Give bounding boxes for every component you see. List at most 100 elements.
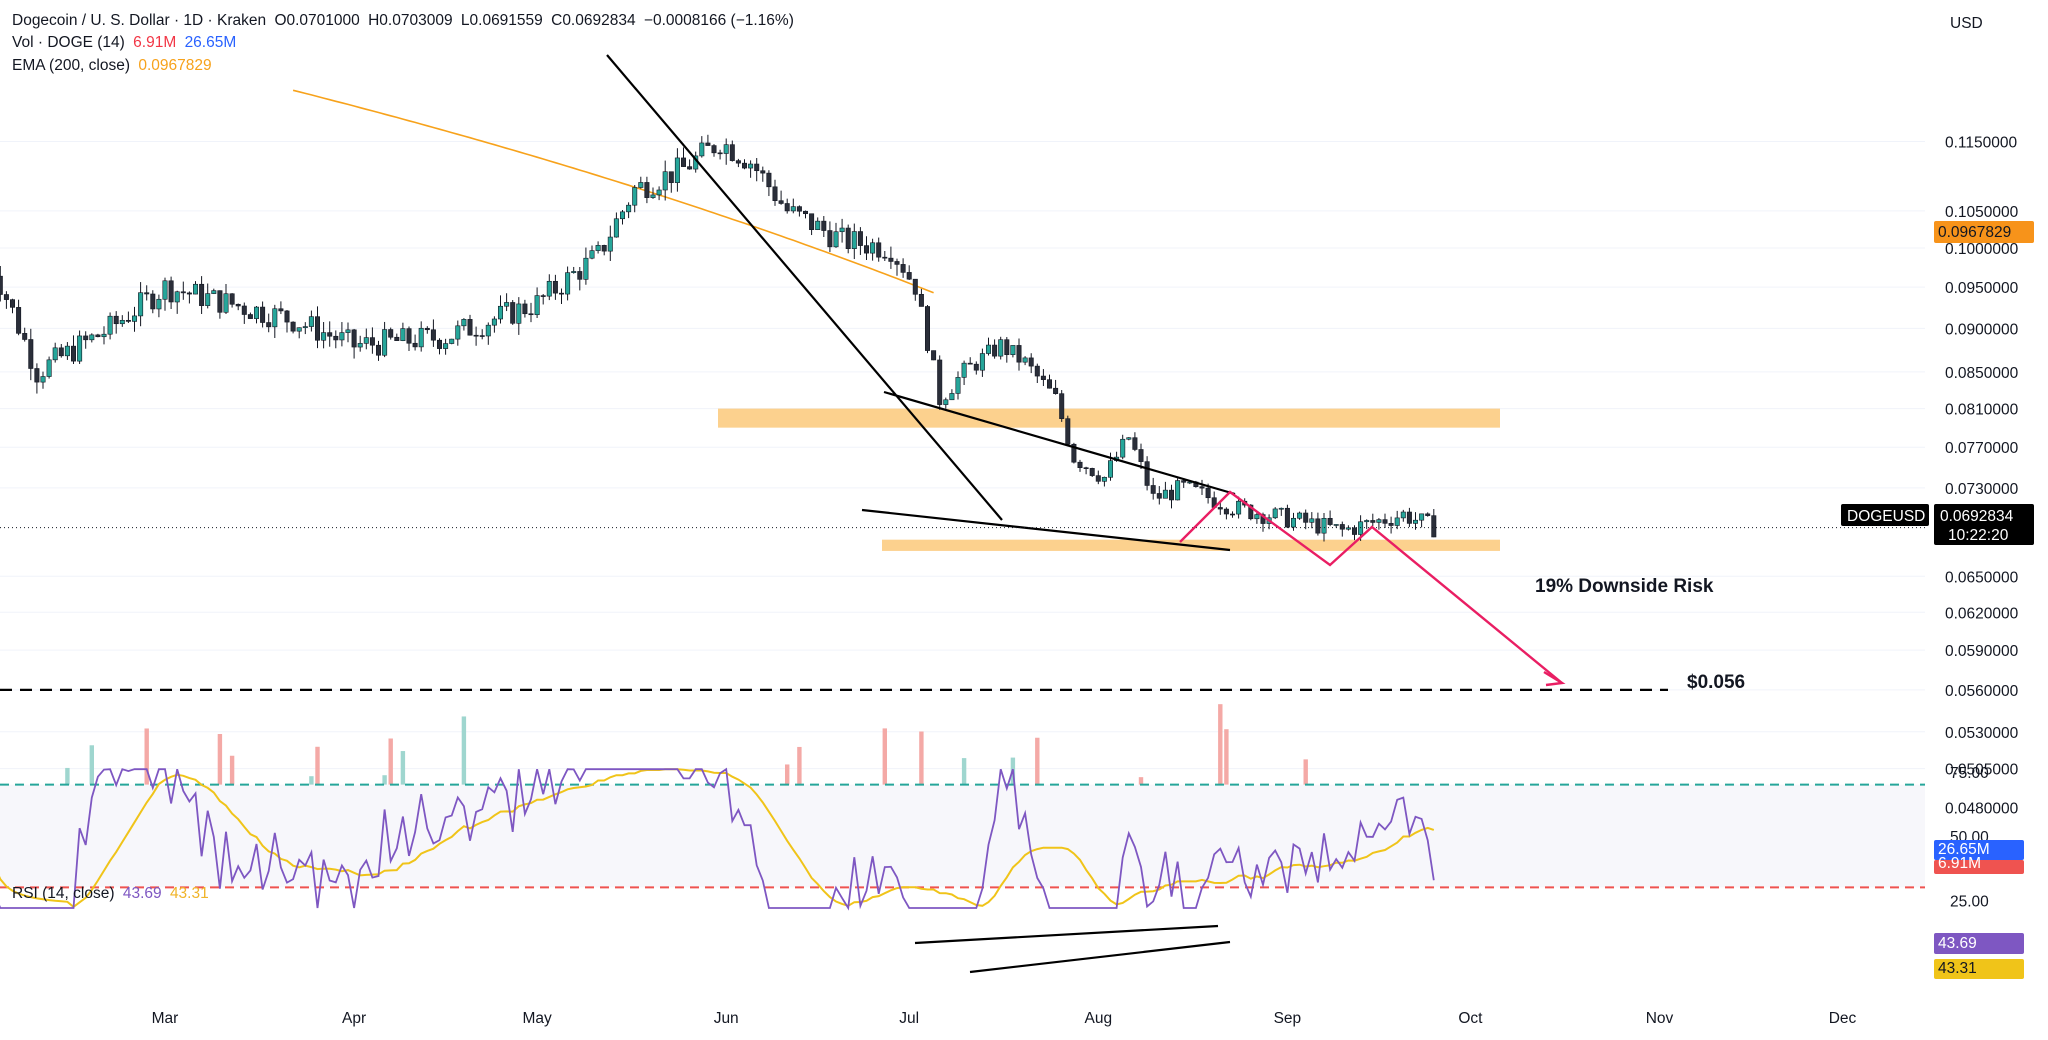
candle-body	[1169, 489, 1175, 501]
trend-lines	[0, 54, 1925, 974]
candle	[0, 266, 3, 302]
candle	[388, 327, 394, 340]
candle	[1095, 470, 1101, 485]
candle-body	[1230, 513, 1236, 516]
ema-price-badge-bg	[1934, 221, 2034, 243]
currency-label[interactable]: USD	[1950, 15, 1983, 32]
candle	[193, 281, 199, 295]
ema-line	[292, 89, 934, 294]
candle	[595, 241, 601, 254]
rsi-legend[interactable]: RSI (14, close) 43.69 43.31	[12, 883, 213, 905]
candle	[656, 186, 662, 201]
ema-200-line	[292, 89, 934, 294]
candle-body	[467, 319, 473, 336]
candle	[1047, 374, 1053, 389]
candle	[845, 224, 851, 254]
candle	[314, 306, 320, 349]
candle	[638, 176, 644, 189]
candle	[906, 265, 912, 280]
candle	[815, 217, 821, 231]
candle	[1388, 516, 1394, 534]
rsi-tick-label: 25.00	[1950, 893, 1989, 910]
candle-body	[247, 314, 253, 319]
candle-body	[461, 319, 467, 327]
candle-body	[119, 319, 125, 325]
volume-badge: 6.91M	[1934, 855, 2024, 874]
candle	[1065, 415, 1071, 447]
volume-legend[interactable]: Vol · DOGE (14) 6.91M 26.65M	[12, 32, 240, 54]
month-label: Mar	[152, 1010, 179, 1027]
candle-body	[125, 319, 131, 322]
candle	[504, 293, 510, 312]
candle-body	[314, 316, 320, 341]
candle	[821, 216, 827, 238]
candle	[64, 342, 70, 360]
candle	[790, 198, 796, 214]
candle-body	[345, 329, 351, 333]
candle-body	[132, 315, 138, 322]
candle-body	[1144, 461, 1150, 486]
candle	[351, 328, 357, 359]
candle-body	[650, 194, 656, 198]
candle-body	[28, 339, 34, 369]
candle	[973, 361, 979, 375]
month-label: Apr	[342, 1010, 366, 1027]
candle-body	[1284, 507, 1290, 528]
candle-body	[254, 306, 260, 319]
candle	[1034, 363, 1040, 384]
candle	[802, 210, 808, 219]
candle	[443, 338, 449, 355]
price-tick-label: 0.1050000	[1945, 204, 2019, 221]
candle-body	[668, 171, 674, 183]
candle-body	[46, 359, 52, 377]
candle-body	[1406, 511, 1412, 524]
candle-body	[674, 157, 680, 183]
candle-body	[967, 362, 973, 365]
candle	[119, 315, 125, 327]
candle	[1376, 518, 1382, 530]
candle-body	[186, 292, 192, 295]
candle	[150, 290, 156, 314]
candle	[955, 371, 961, 400]
price-tick-label: 0.1150000	[1945, 135, 2017, 152]
candle	[772, 179, 778, 206]
candle	[321, 322, 327, 349]
candle	[327, 321, 333, 347]
candle-body	[839, 227, 845, 233]
candle-body	[180, 291, 186, 294]
symbol-legend[interactable]: Dogecoin / U. S. Dollar · 1D · Kraken O0…	[12, 10, 798, 32]
candle	[199, 276, 205, 314]
candle-body	[1321, 518, 1327, 534]
candle-body	[278, 308, 284, 312]
symbol-badge-bg	[1841, 504, 1929, 526]
candle	[870, 238, 876, 261]
candle-body	[296, 327, 302, 332]
rsi-ma-badge-bg	[1934, 959, 2024, 979]
candle-body	[778, 200, 784, 204]
candle	[534, 287, 540, 319]
candle-body	[394, 336, 400, 341]
candle-body	[1425, 513, 1431, 516]
candle	[339, 322, 345, 347]
ema-legend[interactable]: EMA (200, close) 0.0967829	[12, 55, 216, 77]
price-axis: 0.1150000 0.1050000 0.1000000 0.0950000 0.09…	[1945, 135, 2019, 911]
candle-body	[1053, 387, 1059, 394]
candle-body	[10, 299, 16, 308]
candle	[1150, 477, 1156, 500]
candle	[156, 294, 162, 318]
candle	[223, 284, 229, 315]
candle-body	[52, 347, 58, 361]
candle	[369, 327, 375, 354]
candle	[247, 312, 253, 319]
resistance-zone	[718, 408, 1500, 428]
rsi-badge-text: 43.69	[1938, 935, 1977, 952]
price-tick-label: 0.0480000	[1945, 800, 2019, 817]
candle-body	[1132, 437, 1138, 450]
candle	[1333, 524, 1339, 528]
candle-body	[290, 321, 296, 332]
price-tick-label: 0.0950000	[1945, 280, 2019, 297]
candle	[985, 337, 991, 356]
candle	[1425, 512, 1431, 517]
candle-body	[1047, 379, 1053, 389]
